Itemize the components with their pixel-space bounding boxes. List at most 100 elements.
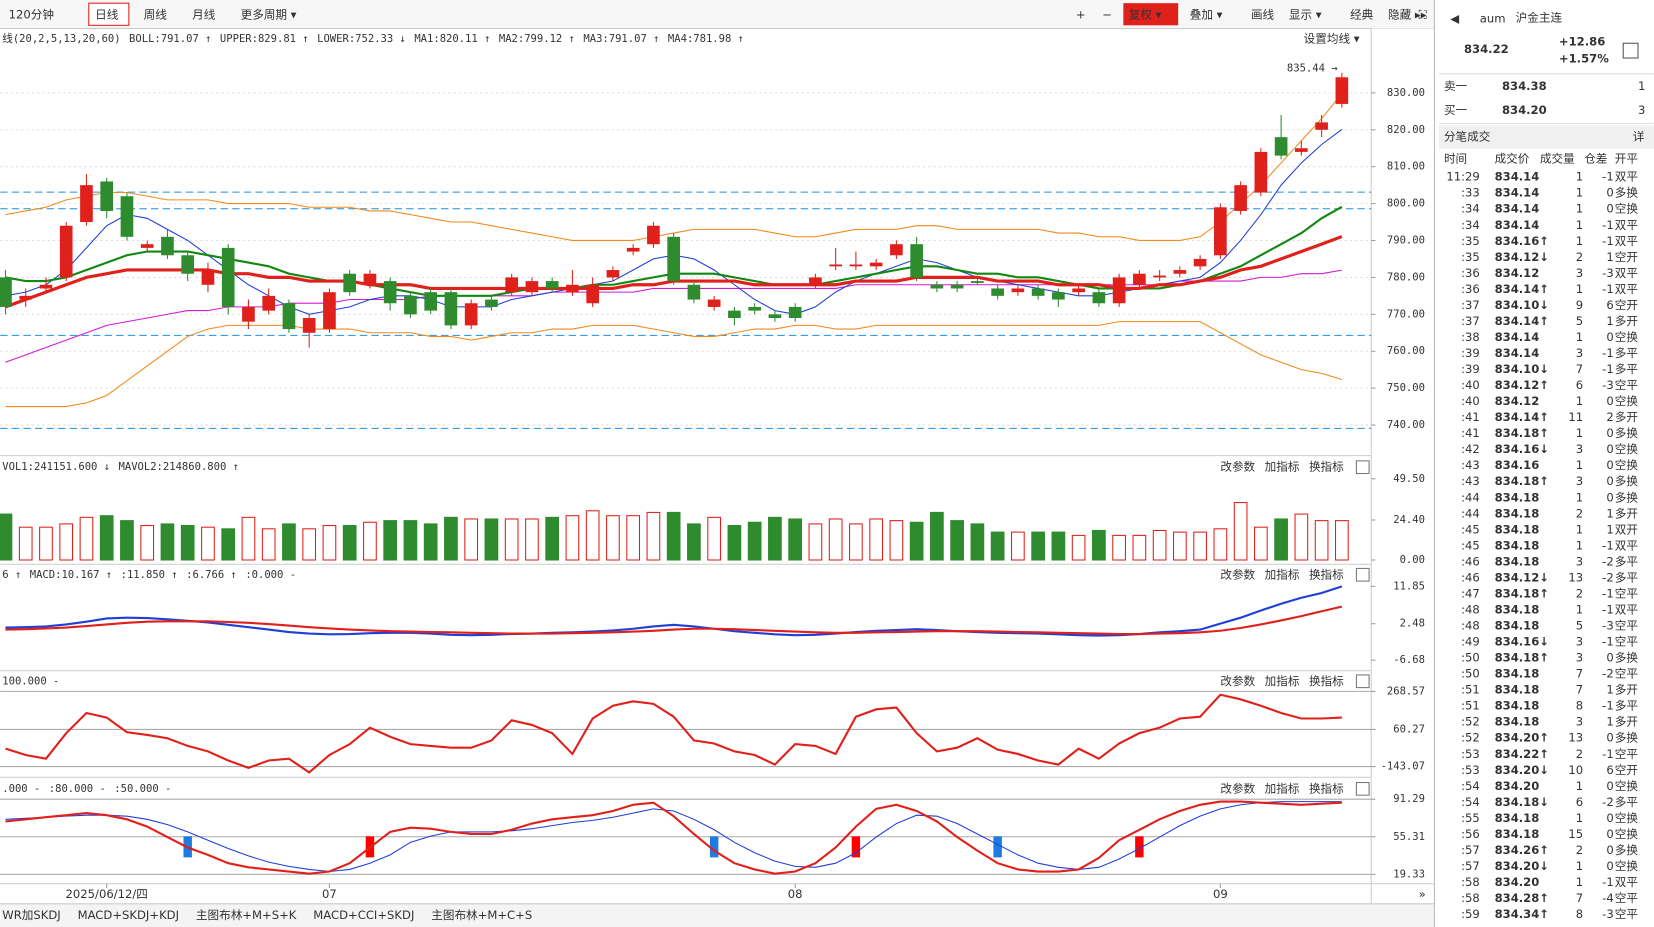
panel-button[interactable]: 改参数: [1220, 567, 1255, 581]
period-tab[interactable]: 120分钟: [9, 7, 54, 21]
indicator-line: [5, 321, 1343, 408]
tick-time: :54: [1461, 795, 1480, 809]
back-arrow[interactable]: ◀: [1450, 11, 1459, 25]
panel-button[interactable]: 改参数: [1220, 460, 1255, 474]
tool-button[interactable]: 画线: [1251, 7, 1275, 21]
tick-oi: -2: [1602, 554, 1614, 568]
detail[interactable]: 详: [1633, 130, 1645, 144]
tick-time: :34: [1461, 202, 1480, 216]
tool-button[interactable]: −: [1102, 7, 1112, 21]
volume-bar: [221, 528, 236, 561]
tick-oi: -1: [1602, 362, 1614, 376]
legend-item: MA4:781.98 ↑: [668, 33, 744, 45]
close-button[interactable]: [1355, 460, 1370, 475]
candle-body: [728, 310, 741, 319]
ticks-title: 分笔成交: [1444, 130, 1491, 144]
legend-item: :0.000 -: [245, 569, 296, 581]
tick-price: 834.20↓: [1495, 763, 1549, 777]
tick-type: 双平: [1615, 234, 1638, 248]
scroll-arrow[interactable]: »: [1419, 887, 1426, 901]
legend-item: MA2:799.12 ↑: [499, 33, 575, 45]
collapse[interactable]: [1622, 42, 1639, 59]
tool-button[interactable]: 复权 ▾: [1129, 7, 1162, 21]
panel-button[interactable]: 加指标: [1265, 567, 1300, 581]
tick-volume: 6: [1576, 795, 1583, 809]
tick-oi: -1: [1602, 875, 1614, 889]
tick-volume: 3: [1576, 266, 1583, 280]
tick-price: 834.12↑: [1495, 378, 1549, 392]
tick-volume: 11: [1568, 410, 1583, 424]
volume-bar: [687, 523, 701, 561]
tick-type: 空开: [1615, 763, 1638, 777]
tick-type: 空平: [1615, 586, 1638, 600]
setting[interactable]: 设置均线 ▾: [1304, 32, 1360, 46]
panel-button[interactable]: 换指标: [1309, 567, 1344, 581]
tick-oi: 1: [1606, 314, 1613, 328]
volume-bar: [1294, 513, 1309, 561]
indicator-line: [5, 585, 1343, 637]
panel-button[interactable]: 换指标: [1309, 674, 1344, 688]
tick-time: :50: [1461, 667, 1480, 681]
tick-price: 834.20: [1495, 779, 1540, 793]
candle-body: [890, 244, 903, 256]
indicator-tab[interactable]: MACD+CCI+SKDJ: [313, 908, 414, 922]
panel-button[interactable]: 改参数: [1220, 781, 1255, 795]
period-tab[interactable]: 月线: [192, 7, 216, 21]
panel-button[interactable]: 换指标: [1309, 460, 1344, 474]
fullscreen[interactable]: ⛶: [1418, 7, 1428, 21]
volume-bar: [869, 518, 883, 561]
candle-body: [930, 284, 944, 289]
close-button[interactable]: [1355, 567, 1370, 582]
period-tab[interactable]: 日线: [95, 7, 119, 21]
tool-button[interactable]: 叠加 ▾: [1190, 7, 1223, 21]
tick-time: :36: [1461, 282, 1480, 296]
volume-bar: [423, 523, 438, 561]
tick-time: :50: [1461, 651, 1480, 665]
indicator-tab[interactable]: 主图布林+M+S+K: [196, 908, 297, 922]
volume-bar: [1132, 534, 1147, 561]
tick-time: :39: [1461, 362, 1480, 376]
tool-button[interactable]: 显示 ▾: [1289, 7, 1322, 21]
tick-oi: 6: [1606, 763, 1613, 777]
tool-button[interactable]: 隐藏 ▸▸: [1388, 7, 1427, 21]
code: aum: [1480, 11, 1506, 25]
panel-button[interactable]: 换指标: [1309, 781, 1344, 795]
tool-button[interactable]: 经典: [1350, 7, 1374, 21]
volume-bar: [1213, 528, 1228, 561]
tick-volume: 3: [1576, 715, 1583, 729]
tick-price: 834.18↑: [1495, 586, 1549, 600]
tick-oi: -1: [1602, 538, 1614, 552]
volume-bar: [342, 525, 357, 561]
panel-button[interactable]: 加指标: [1265, 781, 1300, 795]
indicator-tab[interactable]: 主图布林+M+C+S: [431, 908, 532, 922]
column-header: 开平: [1615, 152, 1638, 166]
panel-button[interactable]: 加指标: [1265, 674, 1300, 688]
tick-time: :58: [1461, 891, 1480, 905]
tick-price: 834.12↓: [1495, 570, 1549, 584]
period-tab[interactable]: 周线: [144, 7, 168, 21]
tool-button[interactable]: +: [1076, 7, 1086, 21]
candle-body: [1133, 273, 1146, 285]
signal-marker: [851, 836, 861, 858]
volume-bar: [930, 511, 944, 561]
tick-price: 834.18: [1495, 811, 1540, 825]
candle-body: [1072, 288, 1085, 293]
tick-type: 空换: [1615, 827, 1639, 841]
indicator-tab[interactable]: WR加SKDJ: [2, 908, 60, 922]
tick-type: 多平: [1615, 699, 1638, 713]
period-tab[interactable]: 更多周期 ▾: [241, 7, 297, 21]
candle-body: [505, 277, 518, 293]
panel-button[interactable]: 改参数: [1220, 674, 1255, 688]
close-button[interactable]: [1355, 674, 1370, 689]
close-button[interactable]: [1355, 781, 1370, 796]
indicator-tab[interactable]: MACD+SKDJ+KDJ: [78, 908, 179, 922]
signal-marker: [993, 836, 1002, 858]
tick-type: 空平: [1615, 378, 1638, 392]
volume-bar: [808, 523, 823, 561]
tick-price: 834.18: [1495, 699, 1540, 713]
volume-bar: [1071, 534, 1086, 561]
volume-bar: [302, 528, 317, 561]
tick-price: 834.16↓: [1495, 442, 1549, 456]
tick-price: 834.14↑: [1495, 314, 1549, 328]
panel-button[interactable]: 加指标: [1265, 460, 1300, 474]
